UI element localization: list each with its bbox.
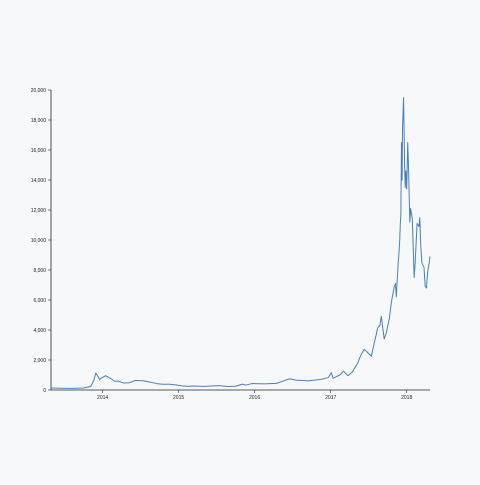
x-axis: 2014 2015 2016 2017 2018 xyxy=(51,389,430,401)
x-tick-label: 2014 xyxy=(97,395,108,401)
y-tick-label: 16,000 xyxy=(31,148,47,154)
y-tick-label: 20,000 xyxy=(31,88,47,94)
series-line xyxy=(50,97,431,389)
x-tick-label: 2016 xyxy=(249,395,260,401)
y-tick-label: 6,000 xyxy=(33,298,46,304)
y-tick-label: 8,000 xyxy=(33,268,46,274)
y-tick-label: 4,000 xyxy=(33,328,46,334)
x-tick-label: 2018 xyxy=(401,395,412,401)
y-tick-label: 2,000 xyxy=(33,358,46,364)
y-axis: 0 2,000 4,000 6,000 8,000 10,000 12,000 14,000 1… xyxy=(31,88,52,394)
y-tick-label: 18,000 xyxy=(31,118,47,124)
x-tick-label: 2015 xyxy=(173,395,184,401)
y-tick-label: 12,000 xyxy=(31,208,47,214)
y-tick-label: 0 xyxy=(43,388,46,394)
x-tick-label: 2017 xyxy=(325,395,336,401)
y-tick-label: 14,000 xyxy=(31,178,47,184)
y-tick-label: 10,000 xyxy=(31,238,47,244)
